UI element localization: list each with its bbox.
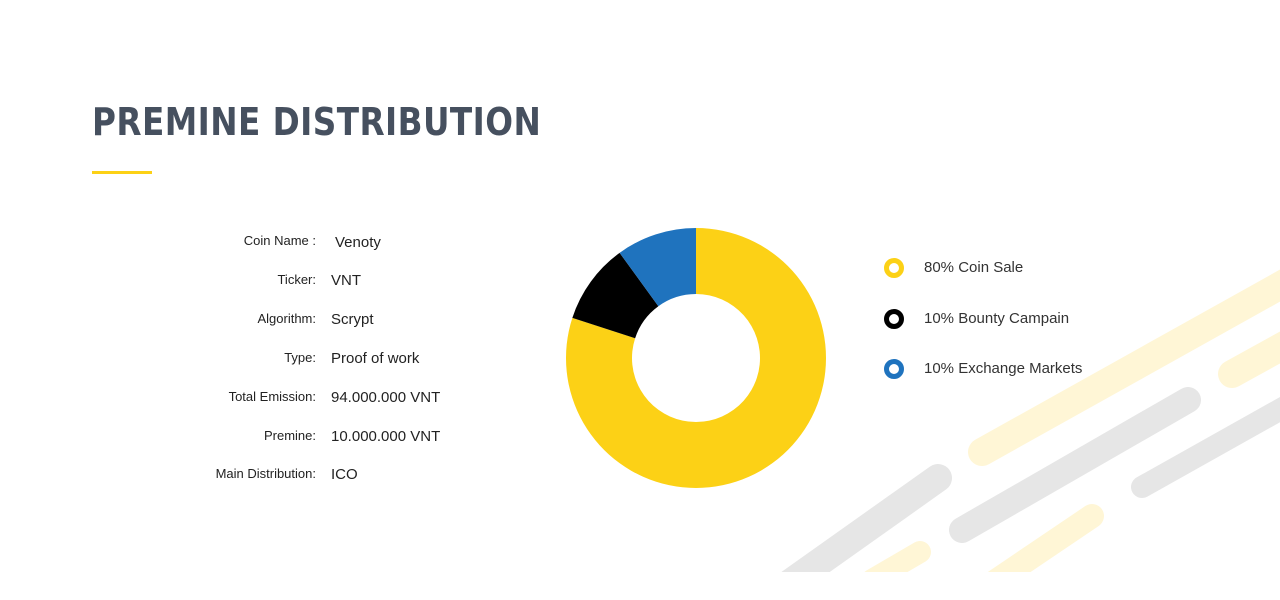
stripe-gray: [781, 464, 952, 572]
stripe-yellow: [968, 269, 1280, 466]
info-value: VNT: [331, 271, 361, 289]
page-title: PREMINE DISTRIBUTION: [92, 100, 542, 144]
stripe-gray: [1131, 396, 1280, 498]
info-row: Type:: [0, 350, 316, 370]
info-label: Ticker:: [277, 271, 316, 287]
info-value: ICO: [331, 466, 358, 484]
info-label: Coin Name :: [243, 233, 316, 248]
legend-label: 10% Exchange Markets: [924, 360, 1083, 377]
info-row: Main Distribution:: [0, 466, 316, 486]
stripe-yellow: [987, 504, 1104, 572]
info-value: 10.000.000 VNT: [331, 427, 441, 445]
info-label: Total Emission:: [228, 388, 316, 404]
info-row: Premine:: [0, 428, 316, 448]
stripe-gray: [949, 387, 1201, 543]
legend-label: 80% Coin Sale: [924, 259, 1024, 276]
donut-slice: [619, 228, 696, 307]
info-label: Algorithm:: [257, 310, 316, 326]
title-underline: [92, 171, 152, 174]
legend-marker-icon: [884, 308, 904, 329]
donut-chart: [566, 228, 826, 489]
info-row: Ticker:: [0, 272, 316, 292]
donut-slice: [572, 252, 659, 339]
info-value: Scrypt: [331, 310, 374, 328]
stripe-yellow: [1218, 331, 1280, 388]
stripe-yellow: [864, 541, 931, 572]
legend-marker-icon: [884, 359, 904, 379]
info-label: Main Distribution:: [215, 466, 316, 482]
info-label: Premine:: [263, 427, 316, 443]
info-row: Algorithm:: [0, 311, 316, 331]
donut-slice: [566, 228, 826, 489]
info-label: Type:: [284, 349, 316, 365]
info-value: Venoty: [335, 234, 381, 251]
legend-marker-icon: [884, 258, 904, 278]
info-row: Coin Name :: [0, 233, 316, 253]
info-value: Proof of work: [331, 349, 420, 367]
info-row: Total Emission:: [0, 389, 316, 409]
legend-label: 10% Bounty Campain: [924, 309, 1070, 327]
info-value: 94.000.000 VNT: [331, 388, 441, 406]
